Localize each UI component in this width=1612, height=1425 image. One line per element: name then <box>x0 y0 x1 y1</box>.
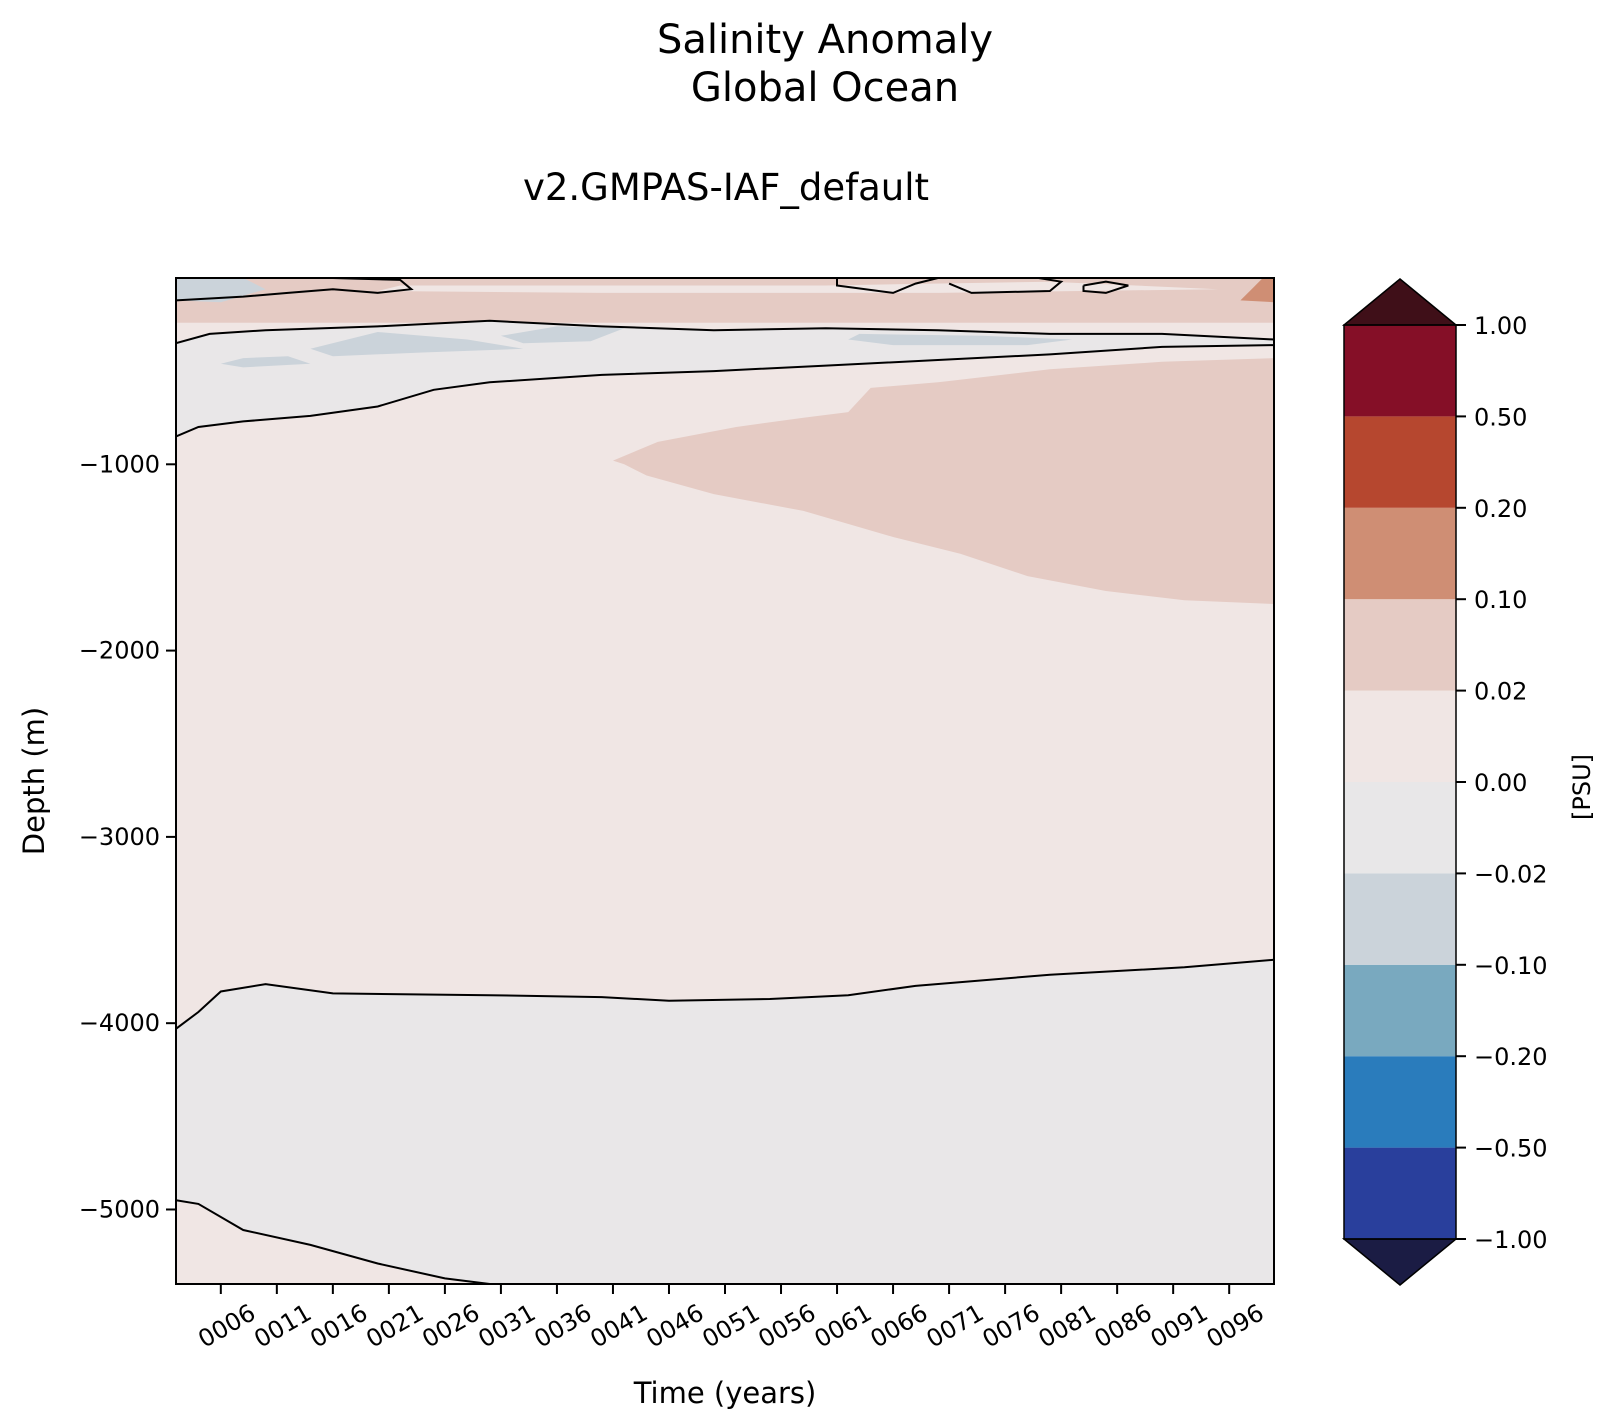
field-negative-patch-2 <box>310 332 524 357</box>
chart-subtitle: v2.GMPAS-IAF_default <box>522 166 930 209</box>
colorbar-tick-label: −0.10 <box>1474 952 1548 980</box>
colorbar-tick-label: 0.50 <box>1474 403 1527 431</box>
field-negative-patch-4 <box>848 333 1073 346</box>
field-deep-negative-layer <box>176 959 1274 1284</box>
x-tick-label: 0076 <box>978 1299 1045 1354</box>
y-tick-label: −2000 <box>79 637 160 665</box>
x-tick-label: 0061 <box>810 1299 877 1354</box>
colorbar-tick-label: 1.00 <box>1474 312 1527 340</box>
colorbar-segment <box>1344 325 1456 417</box>
x-tick-label: 0051 <box>698 1299 765 1354</box>
y-tick-label: −1000 <box>79 450 160 478</box>
x-tick-label: 0096 <box>1202 1299 1269 1354</box>
x-tick-label: 0041 <box>586 1299 653 1354</box>
x-tick-label: 0011 <box>249 1299 316 1354</box>
colorbar-tick-label: 0.20 <box>1474 495 1527 523</box>
colorbar-label: [PSU] <box>1568 754 1596 820</box>
y-axis: −1000 −2000 −3000 −4000 −5000 <box>79 450 176 1223</box>
colorbar-tick-label: −0.50 <box>1474 1135 1548 1163</box>
colorbar: −1.00 −0.50 −0.20 −0.10 −0.02 0.00 0.02 0.10 0.2… <box>1341 278 1548 1286</box>
colorbar-segment <box>1344 873 1456 965</box>
x-tick-label: 0036 <box>529 1299 596 1354</box>
colorbar-segment <box>1344 1147 1456 1239</box>
colorbar-tick-label: 0.10 <box>1474 586 1527 614</box>
colorbar-tick-label: −0.20 <box>1474 1043 1548 1071</box>
colorbar-segment <box>1344 507 1456 600</box>
field-mid-positive-tongue <box>613 358 1274 604</box>
x-tick-label: 0071 <box>922 1299 989 1354</box>
field-surface-weak-patch <box>377 281 1218 293</box>
field-negative-patch-3 <box>500 326 625 344</box>
colorbar-segment <box>1344 599 1456 691</box>
contour-line-upper <box>176 319 1274 345</box>
contour-line-deep-bottom <box>176 1199 490 1284</box>
chart-title: Salinity Anomaly <box>656 17 994 63</box>
y-tick-label: −4000 <box>79 1009 160 1037</box>
plot-area <box>176 278 1274 1284</box>
field-surface-medium-patch <box>1240 278 1274 303</box>
contour-line-surface-3 <box>948 278 1064 294</box>
x-tick-label: 0016 <box>305 1299 372 1354</box>
colorbar-segment <box>1344 416 1456 508</box>
contour-line-surface-4 <box>1082 280 1129 294</box>
colorbar-over-arrow <box>1341 278 1459 326</box>
x-tick-label: 0026 <box>417 1299 484 1354</box>
colorbar-tick-label: −0.02 <box>1474 860 1548 888</box>
contour-line-lower <box>176 344 1274 438</box>
colorbar-segment <box>1344 782 1456 874</box>
x-tick-label: 0031 <box>473 1299 540 1354</box>
x-tick-label: 0046 <box>642 1299 709 1354</box>
field-surface-negative-patch <box>176 278 266 303</box>
colorbar-tick-label: −1.00 <box>1474 1226 1548 1254</box>
colorbar-segment <box>1344 690 1456 782</box>
x-tick-label: 0091 <box>1146 1299 1213 1354</box>
x-tick-label: 0086 <box>1090 1299 1157 1354</box>
field-negative-patch-1 <box>220 356 311 368</box>
contour-line-deep-top <box>176 958 1274 1030</box>
colorbar-segment <box>1344 964 1456 1057</box>
colorbar-tick-label: 0.00 <box>1474 769 1527 797</box>
x-tick-label: 0056 <box>754 1299 821 1354</box>
contour-line-surface-1 <box>176 278 414 302</box>
x-tick-label: 0081 <box>1034 1299 1101 1354</box>
x-tick-label: 0021 <box>361 1299 428 1354</box>
y-axis-label: Depth (m) <box>17 707 51 855</box>
colorbar-under-arrow <box>1341 1238 1459 1286</box>
contour-line-surface-2 <box>836 278 939 294</box>
y-tick-label: −5000 <box>79 1195 160 1223</box>
chart-title-line2: Global Ocean <box>690 65 960 111</box>
y-tick-label: −3000 <box>79 823 160 851</box>
colorbar-tick-label: 0.02 <box>1474 678 1527 706</box>
x-axis-label: Time (years) <box>633 1376 817 1410</box>
x-tick-label: 0066 <box>866 1299 933 1354</box>
x-axis: 0006001100160021002600310036004100460051… <box>193 1284 1269 1354</box>
x-tick-label: 0006 <box>193 1299 260 1354</box>
colorbar-segment <box>1344 1056 1456 1148</box>
